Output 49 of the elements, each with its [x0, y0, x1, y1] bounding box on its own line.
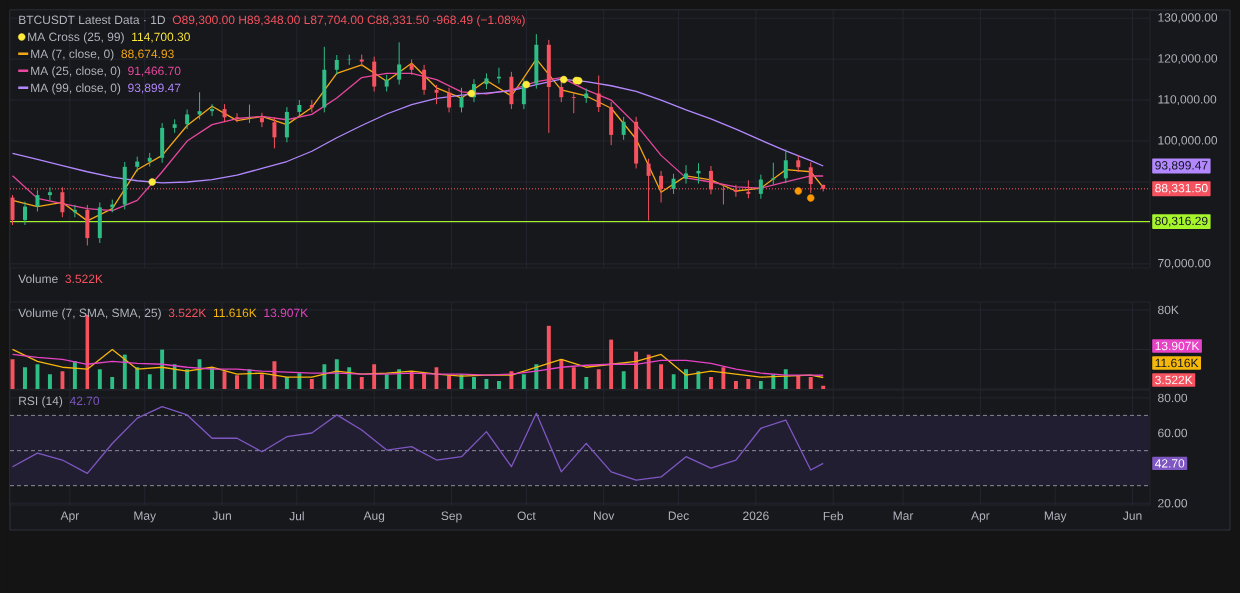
x-tick-label: Mar — [893, 511, 914, 520]
chart-title: BTCUSDT Latest Data · 1D — [19, 15, 165, 25]
legend-label: MA (99, close, 0) — [31, 83, 121, 95]
text: 93,899.47 — [1155, 161, 1208, 171]
x-tick-label: Apr — [60, 511, 80, 523]
ref-line-label: 88,331.50 — [1155, 183, 1208, 194]
annotation: 93,899.47 — [128, 83, 181, 94]
chart-title: Volume (7, SMA, SMA, 25) — [18, 308, 161, 320]
annotation: 114,700.30 — [132, 32, 190, 43]
annotation: 91,466.70 — [128, 66, 181, 77]
x-tick-label: Jul — [289, 511, 304, 521]
x-tick-label: Sep — [441, 511, 462, 523]
text: 11.616K — [1155, 358, 1199, 368]
y-tick-label: 80K — [1158, 305, 1179, 315]
annotation: 42.70 — [69, 396, 100, 406]
chart-subtitle: Volume — [18, 274, 58, 284]
legend-label: MA (25, close, 0) — [31, 66, 121, 78]
y-tick-label: 100,000.00 — [1158, 136, 1218, 146]
x-tick-label: Oct — [517, 511, 536, 521]
legend-label: MA Cross (25, 99) — [28, 32, 124, 44]
chart-title: RSI (14) — [19, 396, 63, 408]
y-tick-label: 60.00 — [1158, 428, 1188, 438]
chart-subtitle: O89,300.00 H89,348.00 L87,704.00 C88,331.50 -968.49 (−1.08%) — [172, 15, 525, 27]
y-tick-label: 120,000.00 — [1158, 54, 1218, 65]
text: 42.70 — [1154, 459, 1185, 468]
annotation: 11.616K — [213, 308, 257, 318]
y-tick-label: 130,000.00 — [1158, 13, 1218, 24]
text: 13.907K — [1155, 341, 1200, 351]
x-tick-label: Feb — [823, 511, 844, 521]
x-tick-label: 2026 — [743, 511, 769, 521]
y-tick-label: 70,000.00 — [1158, 258, 1211, 269]
text: 3.522K — [65, 274, 103, 284]
x-tick-label: Aug — [363, 511, 385, 523]
annotation: 3.522K — [168, 308, 207, 318]
x-tick-label: Dec — [668, 511, 689, 520]
x-tick-label: Nov — [594, 511, 615, 520]
y-tick-label: 20.00 — [1158, 498, 1188, 508]
annotation: 88,674.93 — [121, 49, 174, 60]
y-tick-label: 110,000.00 — [1158, 95, 1217, 106]
legend-label: MA (7, close, 0) — [31, 49, 114, 61]
annotation: 13.907K — [264, 308, 309, 318]
x-tick-label: May — [1044, 511, 1067, 523]
x-tick-label: May — [134, 511, 157, 523]
ref-line-label: 80,316.29 — [1155, 216, 1208, 227]
y-tick-label: 80.00 — [1158, 393, 1188, 403]
x-tick-label: Jun — [212, 511, 231, 520]
x-tick-label: Jun — [1123, 511, 1142, 520]
x-tick-label: Apr — [971, 511, 990, 523]
text: 3.522K — [1155, 375, 1193, 385]
